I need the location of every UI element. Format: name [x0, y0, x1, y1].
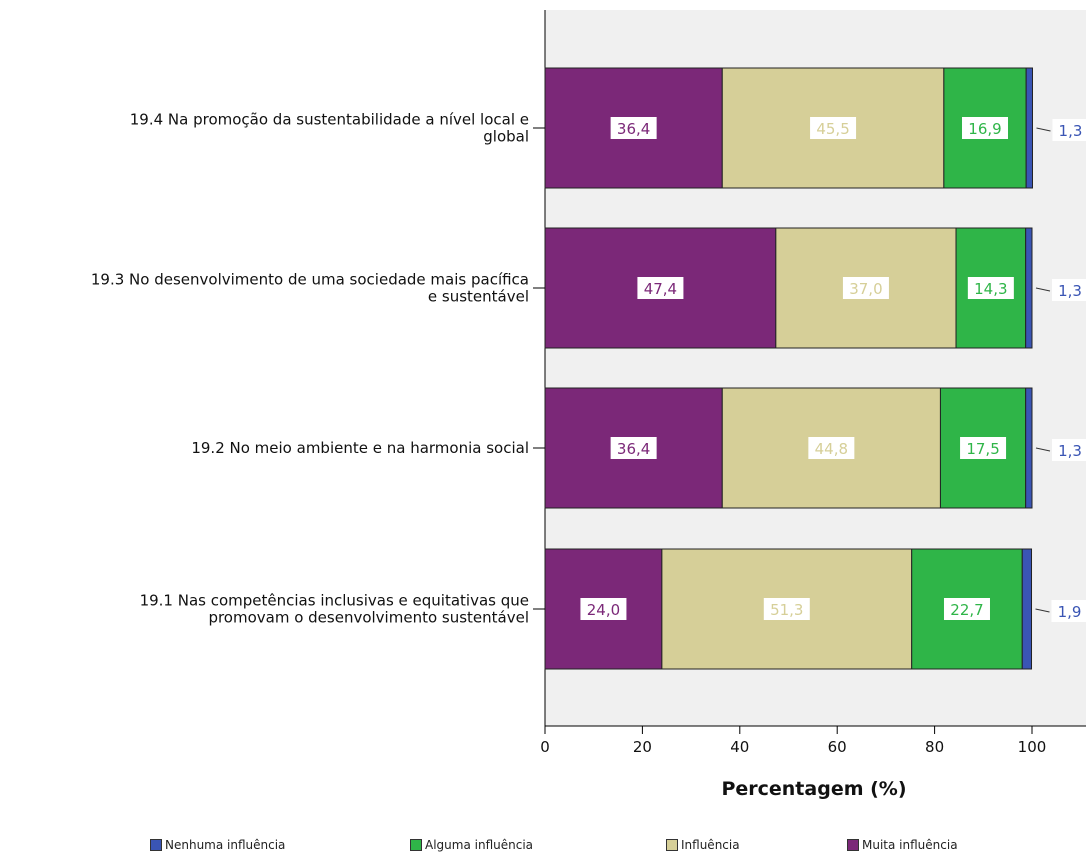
data-label: 22,7 [950, 601, 983, 619]
category-label: 19.3 No desenvolvimento de uma sociedade… [91, 271, 529, 289]
bar-segment [1025, 67, 1033, 189]
data-label: 1,3 [1059, 122, 1083, 140]
data-label: 1,3 [1058, 282, 1082, 300]
category-label: global [483, 128, 529, 146]
data-label-background [1051, 600, 1086, 622]
legend-swatch [666, 839, 678, 851]
legend-item: Alguma influência [410, 838, 533, 852]
legend-item: Influência [666, 838, 740, 852]
data-label: 36,4 [617, 440, 650, 458]
data-label-background [962, 117, 1009, 139]
legend-label: Muita influência [862, 838, 958, 852]
category-label: e sustentável [428, 288, 529, 306]
data-label-background [1052, 119, 1086, 141]
legend-label: Influência [681, 838, 740, 852]
data-label: 51,3 [770, 601, 803, 619]
data-label-leader [1035, 287, 1051, 292]
data-label-background [580, 598, 627, 620]
data-label-leader [1035, 608, 1050, 613]
data-label-background [967, 277, 1014, 299]
x-axis-ticks: 0 20 40 60 80 100 [540, 726, 1046, 756]
legend-swatch [150, 839, 162, 851]
category-label: 19.4 Na promoção da sustentabilidade a n… [130, 111, 529, 129]
x-tick-label: 60 [828, 738, 847, 756]
data-label: 17,5 [966, 440, 999, 458]
category-label: promovam o desenvolvimento sustentável [208, 609, 529, 627]
x-tick-label: 100 [1018, 738, 1047, 756]
x-tick-label: 40 [730, 738, 749, 756]
data-label-background [960, 437, 1007, 459]
data-label-background [610, 117, 657, 139]
bars-layer: 36,4 45,5 16,9 1,3 47,4 37,0 14,3 1,3 36,4 44,8 17… [544, 67, 1086, 670]
data-label: 14,3 [974, 280, 1007, 298]
x-tick-label: 20 [633, 738, 652, 756]
bar-segment [1025, 227, 1033, 349]
legend-label: Nenhuma influência [165, 838, 286, 852]
data-label-background [808, 437, 855, 459]
data-label: 36,4 [617, 120, 650, 138]
data-label-background [943, 598, 990, 620]
data-label: 24,0 [587, 601, 620, 619]
category-label: 19.2 No meio ambiente e na harmonia soci… [191, 439, 529, 457]
data-label: 44,8 [815, 440, 848, 458]
x-tick-label: 0 [540, 738, 550, 756]
x-axis-title: Percentagem (%) [721, 778, 906, 800]
data-label-background [637, 277, 684, 299]
data-label: 45,5 [816, 120, 849, 138]
x-tick-label: 80 [925, 738, 944, 756]
data-label: 47,4 [644, 280, 677, 298]
data-label-background [810, 117, 857, 139]
data-label-background [1052, 279, 1086, 301]
chart-legend: Nenhuma influência Alguma influência Influ… [0, 838, 1086, 862]
data-label-background [842, 277, 889, 299]
legend-swatch [847, 839, 859, 851]
data-label-background [1052, 439, 1086, 461]
legend-item: Muita influência [847, 838, 958, 852]
legend-label: Alguma influência [425, 838, 533, 852]
data-label-background [763, 598, 810, 620]
data-label: 16,9 [968, 120, 1001, 138]
data-label: 1,9 [1058, 603, 1082, 621]
data-label-leader [1036, 127, 1051, 132]
data-label-background [610, 437, 657, 459]
bar-segment [1021, 548, 1033, 670]
legend-swatch [410, 839, 422, 851]
legend-item: Nenhuma influência [150, 838, 285, 852]
data-label: 1,3 [1058, 442, 1082, 460]
category-label: 19.1 Nas competências inclusivas e equit… [140, 592, 529, 610]
data-label-leader [1035, 447, 1051, 452]
data-label: 37,0 [849, 280, 882, 298]
category-labels: 19.4 Na promoção da sustentabilidade a n… [91, 111, 545, 627]
bar-segment [1025, 387, 1033, 509]
